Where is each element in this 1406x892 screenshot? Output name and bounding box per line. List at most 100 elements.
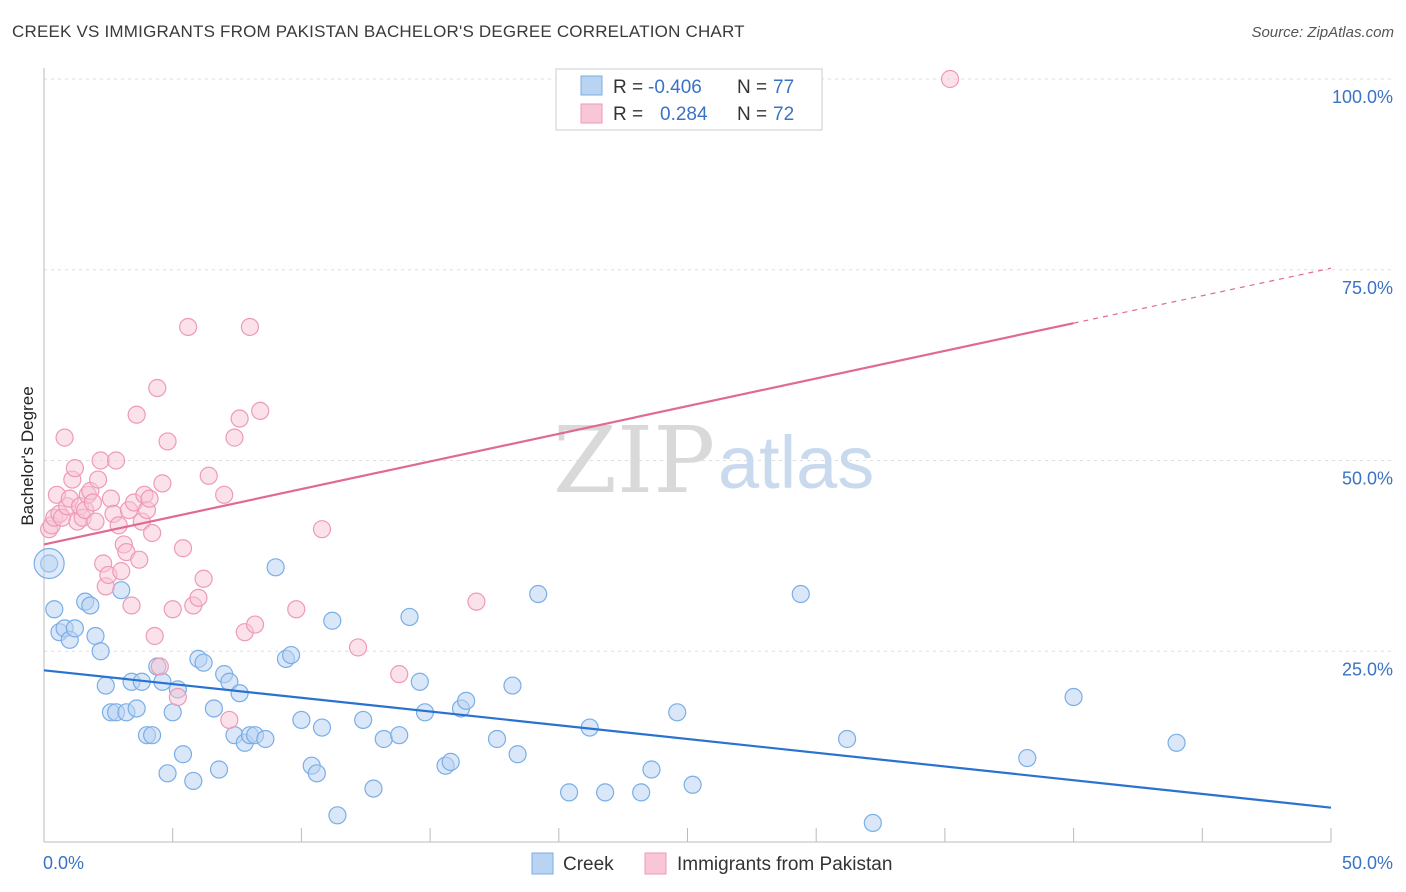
- creek-point: [112, 581, 131, 600]
- y-tick-labels: 25.0% 50.0% 75.0% 100.0%: [1332, 87, 1393, 679]
- creek-point: [559, 783, 579, 802]
- pakistan-point: [348, 638, 368, 657]
- pakistan-point: [189, 588, 208, 607]
- creek-point: [457, 691, 476, 710]
- creek-point: [96, 676, 115, 695]
- creek-point: [863, 813, 882, 833]
- pakistan-point: [145, 626, 164, 646]
- creek-point: [364, 779, 383, 798]
- legend-n-label-creek: N =: [737, 77, 767, 98]
- creek-point: [230, 684, 249, 703]
- creek-point: [33, 547, 65, 580]
- pakistan-point: [230, 409, 249, 428]
- creek-point: [503, 676, 522, 695]
- creek-point: [374, 729, 393, 749]
- creek-point: [204, 699, 223, 718]
- creek-point: [837, 729, 857, 749]
- pakistan-point: [173, 539, 193, 558]
- bottom-legend-creek: Creek: [563, 854, 614, 875]
- watermark-zip: ZIP: [553, 407, 715, 514]
- pakistan-point: [245, 615, 265, 634]
- pakistan-point: [220, 710, 239, 730]
- creek-points: [33, 547, 1186, 833]
- pakistan-point: [390, 665, 409, 684]
- creek-point: [354, 710, 373, 730]
- legend-swatch-pakistan: [580, 103, 603, 124]
- creek-point: [1167, 733, 1186, 752]
- pakistan-point: [150, 657, 169, 676]
- y-tick-label-25: 25.0%: [1342, 659, 1393, 679]
- pakistan-point: [143, 523, 162, 543]
- creek-point: [65, 619, 84, 638]
- watermark-atlas: atlas: [718, 421, 874, 504]
- pakistan-point: [130, 550, 149, 569]
- creek-point: [683, 775, 702, 794]
- creek-point: [127, 699, 146, 718]
- creek-point: [282, 645, 301, 665]
- legend-r-label-pakistan: R =: [613, 104, 643, 125]
- creek-point: [529, 584, 548, 604]
- pakistan-point: [109, 516, 128, 535]
- chart-title: CREEK VS IMMIGRANTS FROM PAKISTAN BACHEL…: [12, 22, 745, 41]
- pakistan-points: [40, 69, 960, 730]
- pakistan-point: [251, 401, 270, 421]
- pakistan-point: [312, 520, 332, 539]
- legend-r-label-creek: R =: [613, 77, 643, 98]
- pakistan-point: [106, 451, 126, 470]
- creek-point: [40, 554, 59, 573]
- creek-point: [487, 729, 507, 749]
- creek-point: [91, 642, 110, 661]
- pakistan-point: [112, 562, 131, 581]
- legend-r-value-pakistan: 0.284: [660, 104, 708, 125]
- creek-point: [292, 710, 311, 730]
- pakistan-trendline-extension: [1073, 267, 1332, 324]
- creek-point: [81, 596, 100, 615]
- y-tick-label-75: 75.0%: [1342, 278, 1393, 298]
- creek-point: [143, 726, 162, 745]
- creek-point: [410, 672, 429, 691]
- pakistan-point: [287, 600, 306, 619]
- x-tick-min: 0.0%: [43, 853, 84, 873]
- creek-point: [173, 745, 193, 764]
- pakistan-point: [467, 592, 486, 611]
- pakistan-point: [168, 687, 187, 707]
- creek-point: [312, 718, 332, 737]
- pakistan-point: [65, 459, 84, 478]
- y-tick-label-50: 50.0%: [1342, 469, 1393, 489]
- x-tick-max: 50.0%: [1342, 853, 1393, 873]
- creek-point: [266, 558, 285, 577]
- pakistan-point: [215, 485, 234, 504]
- creek-point: [256, 729, 275, 749]
- pakistan-point: [163, 600, 182, 619]
- creek-point: [1064, 687, 1083, 707]
- y-tick-label-100: 100.0%: [1332, 87, 1393, 107]
- creek-point: [184, 771, 203, 791]
- pakistan-point: [55, 428, 74, 447]
- pakistan-point: [140, 489, 159, 508]
- legend-n-label-pakistan: N =: [737, 104, 767, 125]
- legend-n-value-creek: 77: [773, 77, 794, 98]
- bottom-legend-pakistan: Immigrants from Pakistan: [677, 854, 892, 875]
- watermark: ZIP atlas: [553, 407, 874, 514]
- legend-swatch-creek: [580, 75, 603, 96]
- creek-point: [668, 703, 687, 722]
- pakistan-point: [153, 474, 172, 493]
- creek-point: [791, 584, 810, 604]
- creek-point: [328, 806, 347, 825]
- creek-point: [400, 607, 419, 627]
- creek-point: [307, 764, 326, 783]
- pakistan-point: [148, 378, 167, 398]
- pakistan-point: [179, 317, 198, 337]
- bottom-legend-swatch-creek: [531, 852, 554, 875]
- pakistan-point: [940, 69, 960, 89]
- pakistan-point: [101, 489, 121, 508]
- pakistan-trendline: [43, 322, 1074, 546]
- creek-trendline: [43, 669, 1332, 809]
- bottom-legend-swatch-pakistan: [644, 852, 667, 875]
- creek-point: [390, 726, 409, 745]
- creek-point: [323, 611, 342, 630]
- pakistan-point: [86, 512, 105, 531]
- pakistan-point: [83, 493, 103, 512]
- pakistan-point: [88, 470, 108, 489]
